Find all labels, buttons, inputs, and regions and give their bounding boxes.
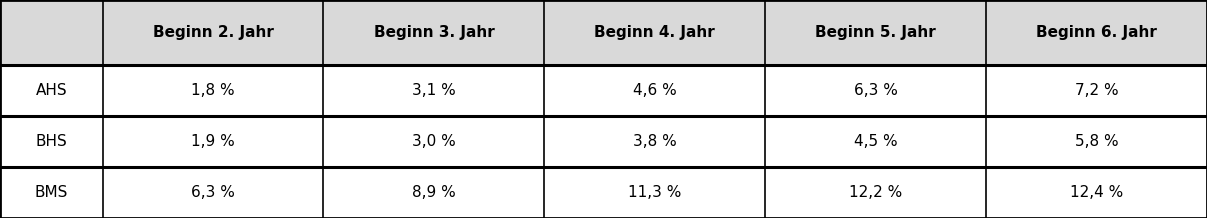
Text: 5,8 %: 5,8 % — [1074, 134, 1119, 149]
Bar — [544, 0, 765, 65]
Bar — [0, 65, 103, 116]
Bar — [544, 116, 765, 167]
Text: 4,5 %: 4,5 % — [853, 134, 898, 149]
Bar — [0, 167, 103, 218]
Bar — [323, 65, 544, 116]
Bar — [103, 167, 323, 218]
Bar — [103, 65, 323, 116]
Text: 3,0 %: 3,0 % — [412, 134, 456, 149]
Text: Beginn 2. Jahr: Beginn 2. Jahr — [152, 25, 274, 40]
Text: 12,2 %: 12,2 % — [849, 185, 903, 200]
Bar — [103, 0, 323, 65]
Bar — [765, 65, 986, 116]
Bar — [103, 116, 323, 167]
Text: Beginn 3. Jahr: Beginn 3. Jahr — [373, 25, 495, 40]
Text: 3,8 %: 3,8 % — [632, 134, 677, 149]
Bar — [986, 0, 1207, 65]
Bar — [544, 65, 765, 116]
Text: 7,2 %: 7,2 % — [1074, 83, 1119, 98]
Text: 6,3 %: 6,3 % — [853, 83, 898, 98]
Text: 12,4 %: 12,4 % — [1069, 185, 1124, 200]
Bar — [323, 0, 544, 65]
Bar — [544, 167, 765, 218]
Bar — [986, 167, 1207, 218]
Text: 6,3 %: 6,3 % — [191, 185, 235, 200]
Bar — [986, 116, 1207, 167]
Text: Beginn 5. Jahr: Beginn 5. Jahr — [815, 25, 937, 40]
Text: 1,9 %: 1,9 % — [191, 134, 235, 149]
Bar — [765, 116, 986, 167]
Text: BMS: BMS — [35, 185, 68, 200]
Text: Beginn 6. Jahr: Beginn 6. Jahr — [1036, 25, 1158, 40]
Bar — [765, 0, 986, 65]
Text: 8,9 %: 8,9 % — [412, 185, 456, 200]
Text: AHS: AHS — [35, 83, 68, 98]
Text: 4,6 %: 4,6 % — [632, 83, 677, 98]
Text: Beginn 4. Jahr: Beginn 4. Jahr — [594, 25, 716, 40]
Bar — [0, 0, 103, 65]
Bar — [323, 116, 544, 167]
Bar — [986, 65, 1207, 116]
Text: 3,1 %: 3,1 % — [412, 83, 456, 98]
Bar — [323, 167, 544, 218]
Text: BHS: BHS — [35, 134, 68, 149]
Bar — [0, 116, 103, 167]
Text: 11,3 %: 11,3 % — [628, 185, 682, 200]
Text: 1,8 %: 1,8 % — [191, 83, 235, 98]
Bar — [765, 167, 986, 218]
